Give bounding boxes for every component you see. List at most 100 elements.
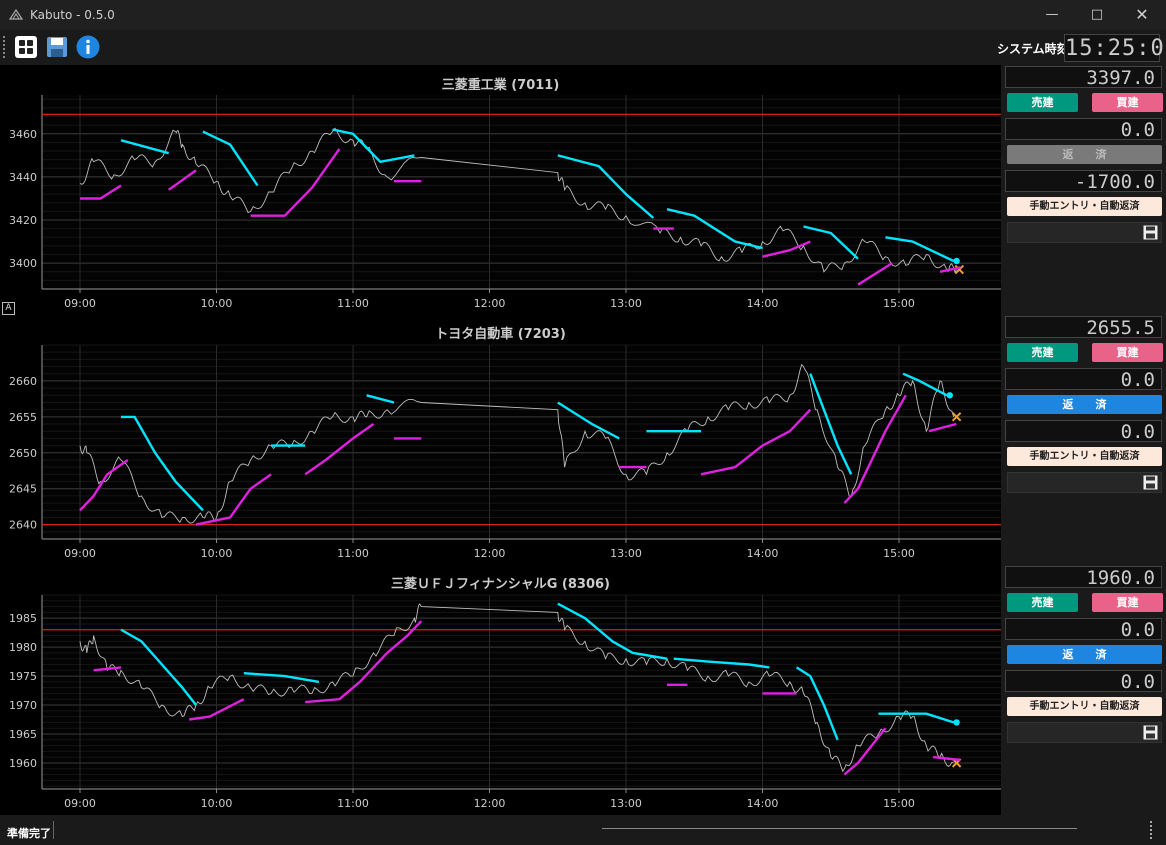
chart-title: 三菱重工業 (7011) bbox=[441, 78, 560, 93]
pnl-display: 0.0 bbox=[1005, 420, 1162, 443]
clock-display: 15:25:00 bbox=[1064, 34, 1166, 62]
buy-button[interactable]: 買建 bbox=[1092, 93, 1163, 112]
lower-band-segment bbox=[79, 459, 129, 512]
x-tick-label: 11:00 bbox=[337, 547, 369, 560]
sell-button[interactable]: 売建 bbox=[1007, 343, 1078, 362]
price-chart[interactable]: 1960 1965 1970 1975 1980 1985 09:00 10:00 11:00 1… bbox=[0, 565, 1001, 815]
note-field[interactable] bbox=[1007, 222, 1162, 243]
upper-band-segment bbox=[120, 139, 170, 155]
status-bar: 準備完了 bbox=[0, 815, 1166, 845]
app-title: Kabuto - 0.5.0 bbox=[30, 8, 115, 22]
x-tick-label: 11:00 bbox=[337, 797, 369, 810]
price-display: 1960.0 bbox=[1005, 566, 1162, 589]
toolbar: システム時刻 bbox=[0, 30, 1166, 65]
save-icon[interactable] bbox=[1143, 725, 1158, 740]
kabuto-logo-icon bbox=[9, 9, 23, 20]
auto-badge-icon[interactable]: A bbox=[2, 302, 15, 315]
lower-band-segment bbox=[939, 266, 961, 273]
upper-band-segment bbox=[885, 236, 955, 263]
lower-band-segment bbox=[304, 423, 375, 476]
trade-panel: 1960.0 売建 買建 0.0 返 済 0.0 手動エントリ・自動返済 bbox=[1001, 565, 1166, 815]
price-series bbox=[79, 363, 955, 524]
lower-band-segment bbox=[305, 620, 423, 704]
sell-button[interactable]: 売建 bbox=[1007, 93, 1078, 112]
save-icon[interactable] bbox=[1143, 475, 1158, 490]
upper-band-segment bbox=[666, 208, 763, 250]
y-tick-label: 3460 bbox=[9, 128, 37, 141]
mode-button[interactable]: 手動エントリ・自動返済 bbox=[1007, 447, 1162, 466]
status-divider bbox=[53, 821, 54, 839]
pnl-display: -1700.0 bbox=[1005, 170, 1162, 193]
x-tick-label: 13:00 bbox=[610, 797, 642, 810]
band-end-marker bbox=[953, 719, 960, 726]
upper-band-segment bbox=[120, 628, 197, 706]
upper-band-segment bbox=[795, 666, 839, 741]
minimize-icon[interactable]: — bbox=[1045, 7, 1059, 22]
lower-band-segment bbox=[928, 422, 957, 433]
trade-panel: 2655.5 売建 買建 0.0 返 済 0.0 手動エントリ・自動返済 bbox=[1001, 315, 1166, 565]
status-text: 準備完了 bbox=[7, 827, 51, 840]
y-tick-label: 3440 bbox=[9, 171, 37, 184]
note-field[interactable] bbox=[1007, 472, 1162, 493]
buy-button[interactable]: 買建 bbox=[1092, 343, 1163, 362]
close-icon[interactable]: ✕ bbox=[1135, 5, 1149, 24]
mode-button[interactable]: 手動エントリ・自動返済 bbox=[1007, 197, 1162, 216]
mode-button[interactable]: 手動エントリ・自動返済 bbox=[1007, 697, 1162, 716]
y-tick-label: 2650 bbox=[9, 447, 37, 460]
repay-button[interactable]: 返 済 bbox=[1007, 145, 1162, 164]
upper-band-segment bbox=[243, 672, 320, 684]
y-tick-label: 2660 bbox=[9, 375, 37, 388]
band-end-marker bbox=[953, 257, 960, 265]
y-tick-label: 1970 bbox=[9, 699, 37, 712]
upper-band-segment bbox=[366, 394, 395, 404]
position-display: 0.0 bbox=[1005, 368, 1162, 391]
chart-title: トヨタ自動車 (7203) bbox=[435, 327, 566, 342]
upper-band-segment bbox=[803, 225, 859, 260]
y-tick-label: 3420 bbox=[9, 214, 37, 227]
upper-band-segment bbox=[202, 130, 259, 187]
lower-band-segment bbox=[80, 184, 122, 200]
save-icon[interactable] bbox=[45, 35, 69, 59]
x-tick-label: 12:00 bbox=[474, 297, 506, 310]
x-tick-label: 15:00 bbox=[883, 547, 915, 560]
price-chart[interactable]: 3400 3420 3440 3460 09:00 10:00 11:00 12:00 13:0… bbox=[0, 65, 1001, 315]
chart-area: 三菱重工業 (7011) 3400 3420 3440 3460 09:00 10:00 1… bbox=[0, 65, 1001, 815]
y-tick-label: 1985 bbox=[9, 612, 37, 625]
toolbar-grip[interactable] bbox=[3, 36, 8, 58]
y-tick-label: 2640 bbox=[9, 519, 37, 532]
position-display: 0.0 bbox=[1005, 618, 1162, 641]
chart-title: 三菱ＵＦＪフィナンシャルG (8306) bbox=[390, 577, 610, 592]
price-chart[interactable]: 2640 2645 2650 2655 2660 09:00 10:00 11:00 12:00… bbox=[0, 315, 1001, 565]
lower-band-segment bbox=[93, 666, 122, 672]
repay-button[interactable]: 返 済 bbox=[1007, 645, 1162, 664]
upper-band-segment bbox=[557, 602, 668, 660]
upper-band-segment bbox=[902, 372, 948, 397]
y-tick-label: 1975 bbox=[9, 670, 37, 683]
x-tick-label: 09:00 bbox=[64, 797, 96, 810]
buy-button[interactable]: 買建 bbox=[1092, 593, 1163, 612]
x-tick-label: 12:00 bbox=[474, 547, 506, 560]
note-field[interactable] bbox=[1007, 722, 1162, 743]
price-display: 3397.0 bbox=[1005, 66, 1162, 89]
x-tick-label: 09:00 bbox=[64, 297, 96, 310]
grid-icon[interactable] bbox=[14, 35, 38, 59]
maximize-icon[interactable]: □ bbox=[1090, 7, 1104, 22]
x-tick-label: 09:00 bbox=[64, 547, 96, 560]
lower-band-segment bbox=[843, 394, 907, 504]
info-icon[interactable] bbox=[76, 35, 100, 59]
sell-button[interactable]: 売建 bbox=[1007, 593, 1078, 612]
resize-grip-icon[interactable] bbox=[1150, 821, 1160, 839]
repay-button[interactable]: 返 済 bbox=[1007, 395, 1162, 414]
lower-band-segment bbox=[700, 408, 812, 476]
save-icon[interactable] bbox=[1143, 225, 1158, 240]
price-series bbox=[79, 127, 957, 274]
plot-background bbox=[42, 345, 1001, 539]
upper-band-segment bbox=[809, 373, 853, 475]
lower-band-segment bbox=[857, 262, 893, 286]
lower-band-segment bbox=[250, 148, 341, 217]
x-tick-label: 15:00 bbox=[883, 797, 915, 810]
lower-band-segment bbox=[762, 240, 811, 258]
y-tick-label: 1980 bbox=[9, 641, 37, 654]
price-display: 2655.5 bbox=[1005, 316, 1162, 339]
lower-band-segment bbox=[843, 727, 887, 776]
